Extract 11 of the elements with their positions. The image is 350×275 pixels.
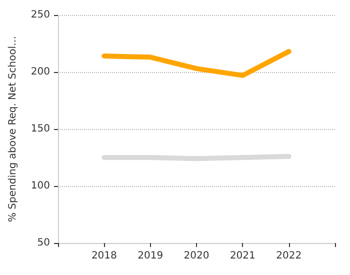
x-tick-label: 2022 [276, 250, 302, 262]
x-tick-label: 2020 [184, 250, 210, 262]
x-tick-label: 2019 [138, 250, 164, 262]
y-tick-label: 200 [30, 66, 50, 78]
y-axis-title: % Spending above Req. Net School… [8, 36, 18, 222]
x-tick-label: 2021 [230, 250, 256, 262]
y-tick-label: 150 [30, 124, 50, 134]
y-tick-label: 250 [30, 10, 50, 20]
y-tick-label: 50 [37, 238, 50, 248]
x-tick-label: 2018 [91, 250, 117, 262]
y-tick-label: 100 [30, 180, 50, 192]
